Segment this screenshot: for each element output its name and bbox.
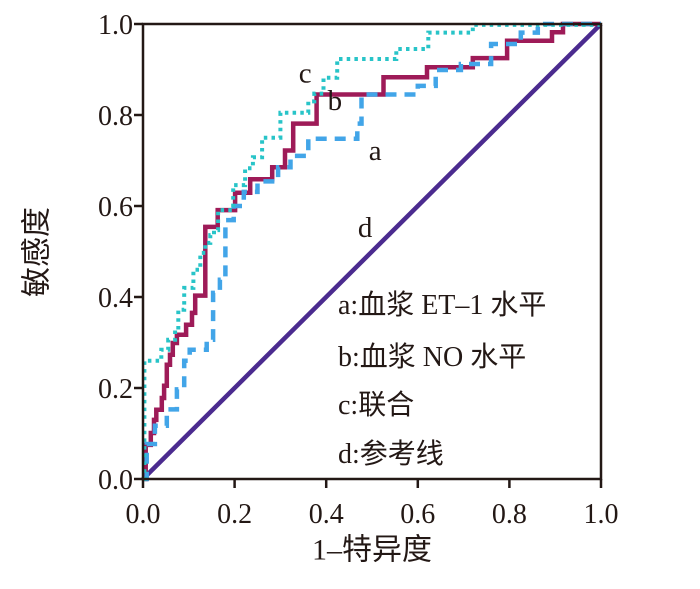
axis-ticks (134, 22, 603, 488)
legend-item: c:联合 (338, 389, 414, 421)
y-tick-label: 1.0 (98, 10, 133, 41)
plot-border (141, 22, 603, 481)
legend-item: a:血浆 ET–1 水平 (338, 289, 546, 321)
curve-label-b: b (328, 85, 343, 117)
y-tick-label: 0.8 (98, 101, 133, 132)
x-tick-label: 0.0 (126, 499, 161, 530)
y-axis-title: 敏感度 (21, 207, 54, 297)
x-tick-label: 0.6 (400, 499, 435, 530)
legend-item: d:参考线 (338, 438, 444, 470)
curves-group (141, 21, 603, 482)
curve-b (143, 21, 601, 482)
curve-label-d: d (358, 212, 373, 244)
x-axis-title: 1–特异度 (312, 534, 432, 567)
legend-item: b:血浆 NO 水平 (338, 341, 526, 373)
x-tick-label: 0.8 (492, 499, 527, 530)
x-tick-label: 0.4 (309, 499, 344, 530)
y-tick-label: 0.0 (98, 465, 133, 496)
y-tick-label: 0.4 (98, 283, 133, 314)
x-tick-label: 0.2 (217, 499, 252, 530)
axis-tick-labels: 0.0 0.2 0.4 0.6 0.8 1.0 0.0 0.2 0.4 0.6 0.8 1.0 (98, 10, 619, 530)
legend: a:血浆 ET–1 水平 b:血浆 NO 水平 c:联合 d:参考线 (338, 289, 546, 470)
curve-a (143, 21, 601, 482)
curve-letter-labels: cba d (299, 57, 382, 244)
x-tick-label: 1.0 (584, 499, 619, 530)
curve-c (142, 22, 601, 481)
curve-label-a: a (369, 135, 382, 167)
y-tick-label: 0.2 (98, 374, 133, 405)
y-tick-label: 0.6 (98, 192, 133, 223)
curve-label-c: c (299, 57, 312, 89)
curve-d (141, 22, 603, 481)
